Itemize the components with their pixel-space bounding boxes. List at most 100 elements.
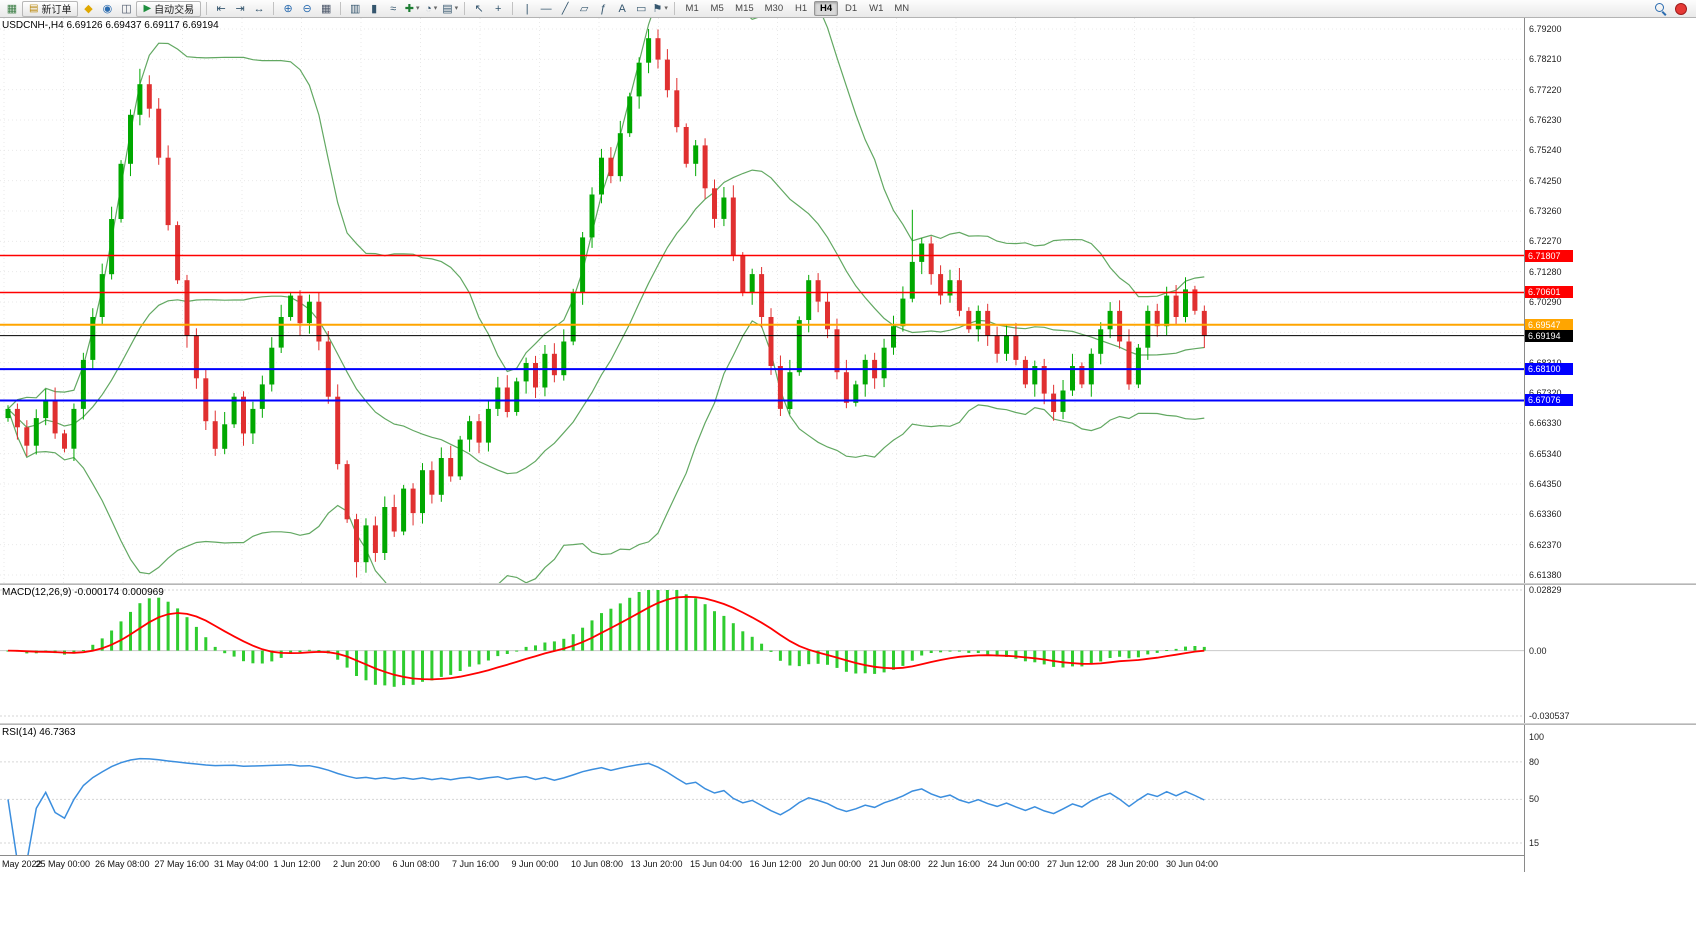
time-label: 22 Jun 16:00	[928, 859, 981, 869]
bollinger-lower-line	[7, 320, 1205, 583]
macd-histogram	[6, 590, 1206, 687]
main-chart-canvas[interactable]	[0, 18, 1524, 583]
price-label: 6.77220	[1529, 84, 1562, 95]
time-label: 27 Jun 12:00	[1047, 859, 1100, 869]
timeframe-m1-button[interactable]: M1	[685, 3, 699, 14]
candlestick-chart-icon[interactable]: ▮	[371, 2, 378, 15]
add-indicator-icon[interactable]: ✚ ▾	[404, 2, 420, 15]
dropdown-arrow-icon: ▾	[433, 4, 438, 12]
price-label: 6.66330	[1529, 418, 1562, 429]
toolbar-separator	[512, 2, 514, 15]
time-label: 21 Jun 08:00	[868, 859, 921, 869]
timeframe-m5-button[interactable]: M5	[710, 3, 724, 14]
arrows-icon[interactable]: ⚑ ▾	[652, 2, 668, 15]
timeframe-d1-button[interactable]: D1	[845, 3, 858, 14]
price-label: 6.71280	[1529, 266, 1562, 277]
chart-shift-left-icon[interactable]: ⇤	[216, 2, 226, 15]
zoom-in-icon[interactable]: ⊕	[283, 2, 293, 15]
rsi-panel[interactable]: RSI(14) 46.7363	[0, 725, 1524, 855]
new-order-icon: ▤	[29, 3, 39, 14]
time-label: 30 Jun 04:00	[1166, 859, 1219, 869]
price-label: 6.73260	[1529, 205, 1562, 216]
timeframe-m15-button[interactable]: M15	[735, 3, 754, 14]
timeframe-w1-button[interactable]: W1	[869, 3, 884, 14]
trendline-icon[interactable]: ╱	[561, 2, 569, 15]
price-badge: 6.68100	[1525, 363, 1573, 376]
price-badge: 6.69194	[1525, 329, 1573, 342]
price-label: 6.65340	[1529, 448, 1562, 459]
timeframe-h4-button[interactable]: H4	[814, 1, 839, 16]
toolbar-separator	[464, 2, 466, 15]
macd-scale-label: 0.02829	[1529, 585, 1562, 595]
chart-shift-icon[interactable]: ↔	[253, 2, 265, 15]
time-label: 2 Jun 20:00	[333, 859, 381, 869]
price-label: 6.75240	[1529, 145, 1562, 156]
new-chart-icon[interactable]: ▦	[6, 2, 18, 15]
time-label: 10 Jun 08:00	[571, 859, 624, 869]
auto-trading-button-label: 自动交易	[154, 5, 195, 16]
text-icon[interactable]: A	[618, 2, 626, 15]
cursor-icon[interactable]: ↖	[474, 2, 484, 15]
time-axis[interactable]: May 2022 25 May 00:00 26 May 08:00 27 May 1…	[0, 855, 1524, 872]
rsi-canvas	[0, 757, 1524, 855]
bar-chart-icon[interactable]: ▥	[349, 2, 361, 15]
dropdown-arrow-icon: ▾	[416, 4, 420, 12]
price-axis[interactable]: 6.79200 6.78210 6.77220 6.76230 6.75240 6.742…	[1524, 18, 1696, 872]
auto-scroll-icon[interactable]: ⇥	[235, 2, 245, 15]
dropdown-arrow-icon: ▾	[454, 4, 459, 12]
channel-icon[interactable]: ▱	[579, 2, 589, 15]
candles-layer	[5, 29, 1207, 578]
toolbar-separator	[674, 2, 676, 15]
time-label: 25 May 00:00	[35, 859, 91, 869]
fibonacci-icon[interactable]: ƒ	[600, 2, 607, 15]
bollinger-upper-line	[7, 18, 1205, 410]
search-icon[interactable]	[1655, 2, 1667, 15]
new-order-button-label: 新订单	[41, 5, 72, 16]
macd-panel[interactable]: MACD(12,26,9) -0.000174 0.000969	[0, 585, 1524, 723]
time-label: 6 Jun 08:00	[392, 859, 440, 869]
time-label: 1 Jun 12:00	[273, 859, 321, 869]
price-label: 6.61380	[1529, 569, 1562, 580]
vertical-line-icon[interactable]: |	[525, 2, 529, 15]
auto-trading-icon: ▶	[143, 3, 152, 14]
market-watch-icon[interactable]: ◉	[102, 2, 113, 15]
timeframe-mn-button[interactable]: MN	[894, 3, 910, 14]
zoom-out-icon[interactable]: ⊖	[302, 2, 312, 15]
rsi-scale-label: 50	[1529, 794, 1540, 805]
horizontal-line-icon[interactable]: ―	[540, 2, 552, 15]
rsi-scale-label: 15	[1529, 838, 1540, 848]
tile-windows-icon[interactable]: ▦	[320, 2, 332, 15]
notification-badge-icon[interactable]	[1675, 2, 1687, 15]
toolbar-separator	[273, 2, 275, 15]
line-chart-icon[interactable]: ≈	[390, 2, 397, 15]
timeframe-m30-button[interactable]: M30	[764, 3, 784, 14]
templates-icon[interactable]: ▤ ▾	[442, 2, 459, 15]
period-icon[interactable]: ◔ ▾	[425, 2, 438, 15]
toolbar-separator	[206, 2, 208, 15]
time-label: 15 Jun 04:00	[690, 859, 743, 869]
dropdown-arrow-icon: ▾	[664, 4, 668, 12]
timeframe-h1-button[interactable]: H1	[795, 3, 808, 14]
time-label: 9 Jun 00:00	[511, 859, 559, 869]
time-label: 7 Jun 16:00	[452, 859, 500, 869]
time-label: 16 Jun 12:00	[749, 859, 802, 869]
price-label: 6.62370	[1529, 539, 1562, 550]
rsi-panel-divider[interactable]	[0, 723, 1696, 725]
time-label: 13 Jun 20:00	[630, 859, 683, 869]
price-label: 6.67320	[1529, 387, 1562, 398]
auto-trading-button[interactable]: ▶ 自动交易	[136, 0, 202, 17]
profiles-icon[interactable]: ◆	[84, 2, 93, 15]
main-chart[interactable]: USDCNH-,H4 6.69126 6.69437 6.69117 6.691…	[0, 18, 1524, 583]
toolbar-separator	[340, 2, 342, 15]
macd-scale-label: -0.030537	[1529, 711, 1570, 721]
text-label-icon[interactable]: ▭	[635, 2, 647, 15]
macd-panel-divider[interactable]	[0, 583, 1696, 585]
rsi-label: RSI(14) 46.7363	[2, 727, 76, 738]
crosshair-icon[interactable]: +	[494, 2, 502, 15]
navigator-icon[interactable]: ◫	[121, 2, 132, 15]
price-label: 6.78210	[1529, 54, 1562, 65]
macd-canvas	[0, 589, 1524, 717]
macd-label: MACD(12,26,9) -0.000174 0.000969	[2, 587, 164, 598]
new-order-button[interactable]: ▤ 新订单	[22, 0, 79, 17]
price-badge: 6.67076	[1525, 394, 1573, 407]
